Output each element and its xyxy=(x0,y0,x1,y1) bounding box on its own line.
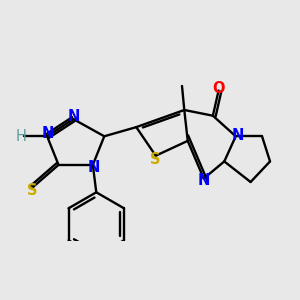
Text: N: N xyxy=(88,160,100,175)
Text: S: S xyxy=(151,152,161,166)
Text: N: N xyxy=(197,173,210,188)
Text: N: N xyxy=(42,127,54,142)
Text: O: O xyxy=(212,81,225,96)
Text: S: S xyxy=(27,182,38,197)
Text: H: H xyxy=(15,129,26,144)
Text: N: N xyxy=(67,109,80,124)
Text: N: N xyxy=(232,128,244,142)
